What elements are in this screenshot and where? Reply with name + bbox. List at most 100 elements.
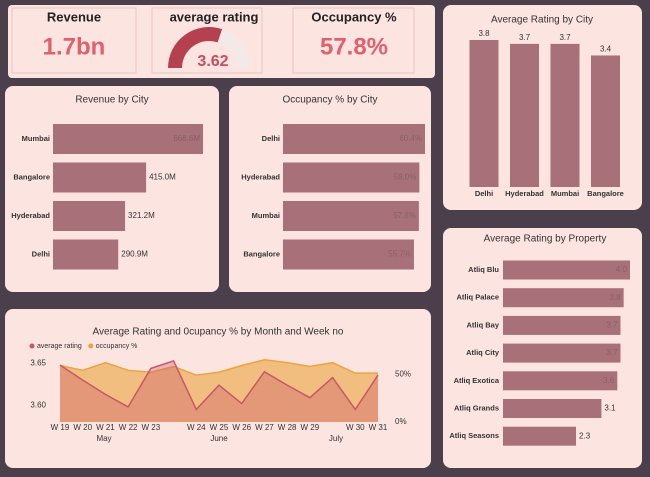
category-label: Bangalore: [13, 172, 50, 181]
data-label: 668.6M: [173, 134, 200, 143]
data-label: 60.4%: [399, 134, 422, 143]
category-label: Hyderabad: [11, 211, 50, 220]
x-tick-label: W 24: [187, 423, 206, 432]
bar: [283, 201, 419, 231]
month-label: May: [96, 434, 111, 443]
month-label: June: [210, 434, 228, 443]
bar: [591, 55, 620, 188]
month-label: July: [329, 434, 343, 443]
bar: [503, 288, 624, 308]
data-label: 55.7%: [388, 250, 411, 259]
data-label: 3.8: [610, 293, 622, 302]
category-label: Atliq Palace: [456, 293, 499, 302]
bar: [503, 371, 618, 391]
bar: [53, 201, 126, 231]
x-tick-label: W 23: [142, 423, 161, 432]
chart-title: Average Rating by Property: [484, 234, 607, 245]
kpi-value: 57.8%: [320, 33, 388, 60]
gauge-fill: [168, 27, 223, 68]
y2-tick-label: 50%: [395, 369, 411, 378]
bar: [503, 426, 577, 446]
data-label: 4.0: [616, 265, 628, 274]
category-label: Mumbai: [22, 134, 50, 143]
data-label: 415.0M: [149, 173, 176, 182]
bar: [503, 315, 621, 335]
legend-marker: [29, 343, 35, 349]
kpi-card: [292, 7, 415, 74]
x-tick-label: W 21: [96, 423, 115, 432]
category-label: Atliq Blu: [468, 265, 499, 274]
bar: [283, 124, 425, 154]
x-tick-label: W 27: [255, 423, 274, 432]
data-label: 58.0%: [394, 173, 417, 182]
category-label: Hyderabad: [241, 172, 280, 181]
chart-title: Revenue by City: [75, 95, 148, 106]
legend-label: occupancy %: [96, 343, 138, 350]
category-label: Atliq Bay: [466, 320, 499, 329]
chart-title: Occupancy % by City: [282, 95, 377, 106]
chart-title: Average Rating by City: [491, 15, 593, 26]
x-tick-label: W 28: [278, 423, 297, 432]
line: [59, 359, 378, 376]
data-label: 3.4: [600, 45, 612, 54]
kpi-value: 1.7bn: [43, 33, 106, 60]
kpi-card: [11, 7, 137, 74]
area: [60, 359, 378, 422]
x-tick-label: W 29: [301, 423, 320, 432]
y2-tick-label: 0%: [395, 417, 407, 426]
legend-marker: [88, 343, 94, 349]
y-tick-label: 3.65: [30, 358, 46, 367]
line: [59, 359, 379, 411]
chart-title: Average Rating and 0cupancy % by Month a…: [93, 327, 344, 338]
category-label: Bangalore: [243, 249, 280, 258]
category-label: Mumbai: [551, 189, 579, 198]
bar: [503, 399, 602, 418]
category-label: Atliq City: [466, 348, 500, 357]
category-label: Hyderabad: [505, 189, 544, 198]
x-tick-label: W 30: [346, 423, 365, 432]
data-label: 3.6: [603, 376, 615, 385]
category-label: Delhi: [475, 189, 493, 198]
data-label: 3.7: [606, 321, 618, 330]
category-label: Atliq Grands: [454, 403, 499, 412]
x-tick-label: W 25: [210, 423, 229, 432]
bar: [53, 162, 147, 193]
data-label: 321.2M: [128, 211, 155, 220]
x-tick-label: W 31: [369, 423, 388, 432]
legend-label: average rating: [37, 343, 82, 350]
data-label: 3.7: [606, 348, 618, 357]
y-tick-label: 3.60: [30, 400, 46, 409]
area: [60, 360, 378, 422]
bar: [510, 43, 539, 187]
kpi-value: 3.62: [197, 53, 228, 70]
x-tick-label: W 19: [51, 423, 70, 432]
bar: [503, 260, 630, 280]
category-label: Delhi: [32, 249, 50, 258]
bar: [469, 40, 499, 187]
kpi-title: average rating: [170, 9, 259, 24]
data-label: 3.1: [604, 404, 616, 413]
x-tick-label: W 20: [73, 423, 92, 432]
bar: [53, 124, 203, 154]
data-label: 3.8: [478, 29, 490, 38]
category-label: Delhi: [262, 134, 280, 143]
bar: [283, 162, 420, 193]
category-label: Mumbai: [252, 211, 280, 220]
category-label: Bangalore: [587, 189, 624, 198]
bar: [503, 343, 621, 363]
kpi-title: Occupancy %: [311, 9, 397, 24]
category-label: Atliq Seasons: [449, 431, 499, 440]
data-label: 57.8%: [393, 211, 416, 220]
x-tick-label: W 26: [232, 423, 251, 432]
x-tick-label: W 22: [119, 423, 138, 432]
data-label: 3.7: [519, 33, 531, 42]
bar: [53, 239, 119, 270]
kpi-title: Revenue: [47, 9, 101, 24]
data-label: 3.7: [559, 33, 571, 42]
category-label: Atliq Exotica: [454, 376, 500, 385]
data-label: 290.9M: [121, 250, 148, 259]
bar: [550, 43, 580, 187]
bar: [283, 239, 414, 270]
data-label: 2.3: [579, 431, 591, 440]
